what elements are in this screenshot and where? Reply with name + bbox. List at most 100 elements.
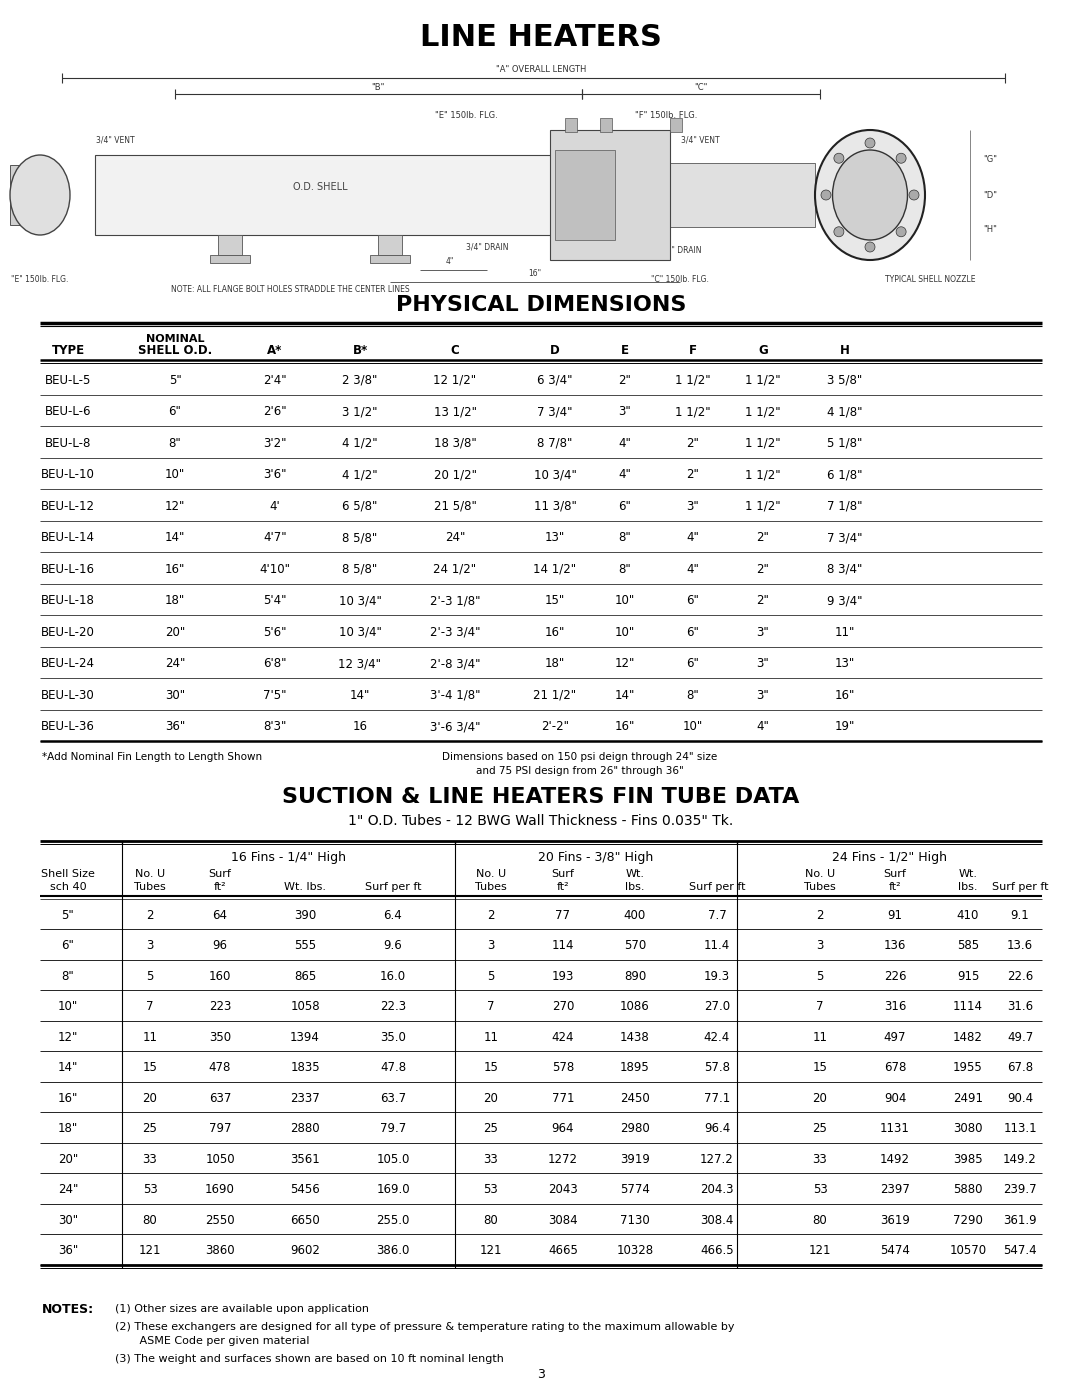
Text: 466.5: 466.5: [700, 1245, 734, 1257]
Text: 149.2: 149.2: [1003, 1152, 1037, 1166]
Text: 3": 3": [619, 406, 632, 419]
Text: Wt.: Wt.: [959, 869, 977, 879]
Text: 4": 4": [687, 532, 699, 545]
Text: 16": 16": [164, 563, 185, 575]
Text: 2550: 2550: [206, 1214, 235, 1226]
Text: 18 3/8": 18 3/8": [434, 437, 476, 449]
Text: 14": 14": [57, 1061, 78, 1074]
Text: 5880: 5880: [953, 1183, 982, 1196]
Text: sch 40: sch 40: [50, 882, 87, 892]
Text: 10": 10": [164, 469, 185, 482]
Text: lbs.: lbs.: [959, 882, 978, 892]
Text: 24": 24": [57, 1183, 78, 1196]
Text: 12": 12": [57, 1030, 78, 1044]
Text: 1 1/2": 1 1/2": [745, 469, 781, 482]
Text: 7'5": 7'5": [263, 689, 287, 701]
Text: 1690: 1690: [206, 1183, 235, 1196]
Text: 555: 555: [294, 939, 316, 952]
Circle shape: [896, 153, 906, 164]
Bar: [217, 235, 242, 255]
Text: 3860: 3860: [206, 1245, 235, 1257]
Text: 5: 5: [816, 970, 823, 983]
Text: BEU-L-30: BEU-L-30: [41, 689, 95, 701]
Text: 9 3/4": 9 3/4": [828, 595, 862, 608]
Text: 3": 3": [756, 689, 769, 701]
Text: 90.4: 90.4: [1007, 1092, 1033, 1105]
Circle shape: [865, 242, 875, 252]
Text: Wt. lbs.: Wt. lbs.: [283, 882, 326, 892]
Text: 10570: 10570: [949, 1245, 987, 1257]
Text: 7 1/8": 7 1/8": [828, 500, 862, 512]
Text: 64: 64: [212, 909, 227, 921]
Text: No. U: No. U: [805, 869, 835, 879]
Text: 9.1: 9.1: [1011, 909, 1029, 921]
Text: BEU-L-6: BEU-L-6: [44, 406, 91, 419]
Text: 390: 390: [294, 909, 316, 921]
Bar: [210, 255, 250, 263]
Text: 2'-8 3/4": 2'-8 3/4": [430, 658, 480, 671]
Text: 121: 121: [479, 1245, 502, 1257]
Text: 10": 10": [57, 1000, 78, 1014]
Text: Tubes: Tubes: [804, 882, 836, 892]
Text: 36": 36": [164, 721, 185, 734]
Text: 20": 20": [57, 1152, 78, 1166]
Text: 4665: 4665: [549, 1245, 578, 1257]
Text: 8": 8": [62, 970, 75, 983]
Text: 3/4" DRAIN: 3/4" DRAIN: [659, 245, 701, 255]
Text: 4': 4': [269, 500, 280, 512]
Text: 2450: 2450: [620, 1092, 650, 1105]
Text: 24 1/2": 24 1/2": [434, 563, 476, 575]
Text: 585: 585: [956, 939, 979, 952]
Text: BEU-L-20: BEU-L-20: [41, 626, 95, 638]
Text: 20: 20: [484, 1092, 499, 1105]
Text: 1" O.D. Tubes - 12 BWG Wall Thickness - Fins 0.035" Tk.: 1" O.D. Tubes - 12 BWG Wall Thickness - …: [348, 813, 734, 827]
Text: 80: 80: [143, 1214, 157, 1226]
Text: 497: 497: [884, 1030, 907, 1044]
Text: 3: 3: [816, 939, 823, 952]
Text: 79.7: 79.7: [380, 1123, 406, 1135]
Text: 25: 25: [813, 1123, 828, 1135]
Bar: [378, 235, 403, 255]
Text: D: D: [550, 344, 559, 357]
Text: (1) Other sizes are available upon application: (1) Other sizes are available upon appli…: [115, 1305, 369, 1315]
Text: 7.7: 7.7: [708, 909, 726, 921]
Text: 4'7": 4'7": [263, 532, 287, 545]
Text: 2'6": 2'6": [263, 406, 287, 419]
Text: 7: 7: [146, 1000, 154, 1014]
Text: 36": 36": [57, 1245, 78, 1257]
Text: 63.7: 63.7: [380, 1092, 406, 1105]
Text: 10": 10": [615, 626, 635, 638]
Text: 3619: 3619: [880, 1214, 910, 1226]
Text: 1955: 1955: [953, 1061, 982, 1074]
Text: 6": 6": [169, 406, 182, 419]
Text: 10 3/4": 10 3/4": [533, 469, 577, 482]
Text: 16 Fins - 1/4" High: 16 Fins - 1/4" High: [230, 850, 346, 864]
Text: 7: 7: [487, 1000, 494, 1014]
Text: 1086: 1086: [620, 1000, 650, 1014]
Text: 361.9: 361.9: [1003, 1214, 1037, 1226]
Text: 169.0: 169.0: [377, 1183, 410, 1196]
Text: 6": 6": [619, 500, 632, 512]
Text: 49.7: 49.7: [1007, 1030, 1033, 1044]
Text: 35.0: 35.0: [380, 1030, 406, 1044]
Text: 22.3: 22.3: [380, 1000, 406, 1014]
Bar: [10, 165, 40, 225]
Text: 255.0: 255.0: [377, 1214, 410, 1226]
Text: 1 1/2": 1 1/2": [675, 406, 711, 419]
Text: 10328: 10328: [617, 1245, 654, 1257]
Text: 2337: 2337: [290, 1092, 320, 1105]
Text: 5'6": 5'6": [263, 626, 287, 638]
Circle shape: [865, 139, 875, 148]
Text: 6650: 6650: [290, 1214, 320, 1226]
Text: "D": "D": [984, 190, 997, 199]
Text: 20 Fins - 3/8" High: 20 Fins - 3/8" High: [539, 850, 654, 864]
Bar: [601, 118, 612, 132]
Text: 3985: 3985: [953, 1152, 982, 1166]
Text: 30": 30": [164, 689, 185, 701]
Text: 2'-3 1/8": 2'-3 1/8": [430, 595, 480, 608]
Text: "B": "B": [371, 83, 385, 91]
Text: 16: 16: [353, 721, 368, 734]
Text: 478: 478: [209, 1061, 232, 1074]
Text: 13.6: 13.6: [1007, 939, 1033, 952]
Text: Surf: Surf: [884, 869, 907, 879]
